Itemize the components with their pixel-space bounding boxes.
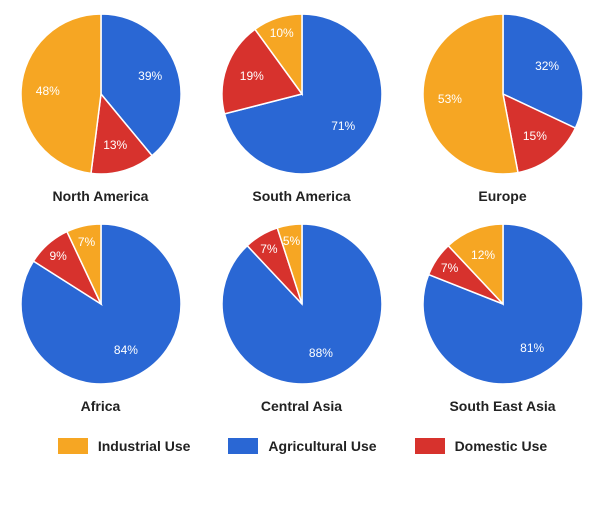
pie-title: Africa xyxy=(81,398,121,414)
legend-label: Agricultural Use xyxy=(268,438,376,454)
pie-cell: 81%7%12% South East Asia xyxy=(402,224,603,414)
pie-svg xyxy=(222,224,382,384)
pie-svg xyxy=(423,224,583,384)
pie-title: Central Asia xyxy=(261,398,342,414)
pie-grid: 39%13%48% North America 71%19%10% South Ame… xyxy=(0,0,605,434)
legend: Industrial Use Agricultural Use Domestic U… xyxy=(0,438,605,454)
pie-slice-industrial xyxy=(423,14,518,174)
pie-chart: 81%7%12% xyxy=(423,224,583,384)
legend-item-industrial: Industrial Use xyxy=(58,438,191,454)
pie-title: South East Asia xyxy=(449,398,555,414)
legend-item-agricultural: Agricultural Use xyxy=(228,438,376,454)
pie-cell: 84%9%7% Africa xyxy=(0,224,201,414)
pie-chart: 84%9%7% xyxy=(21,224,181,384)
pie-cell: 71%19%10% South America xyxy=(201,14,402,204)
pie-chart: 71%19%10% xyxy=(222,14,382,174)
legend-item-domestic: Domestic Use xyxy=(415,438,548,454)
legend-swatch-domestic xyxy=(415,438,445,454)
legend-swatch-agricultural xyxy=(228,438,258,454)
pie-chart: 88%7%5% xyxy=(222,224,382,384)
pie-cell: 88%7%5% Central Asia xyxy=(201,224,402,414)
pie-cell: 32%15%53% Europe xyxy=(402,14,603,204)
legend-swatch-industrial xyxy=(58,438,88,454)
pie-chart: 32%15%53% xyxy=(423,14,583,174)
pie-title: North America xyxy=(53,188,149,204)
pie-svg xyxy=(222,14,382,174)
pie-svg xyxy=(423,14,583,174)
pie-slice-industrial xyxy=(21,14,101,173)
pie-svg xyxy=(21,224,181,384)
pie-svg xyxy=(21,14,181,174)
pie-title: South America xyxy=(252,188,350,204)
pie-title: Europe xyxy=(478,188,526,204)
pie-chart: 39%13%48% xyxy=(21,14,181,174)
legend-label: Industrial Use xyxy=(98,438,191,454)
legend-label: Domestic Use xyxy=(455,438,548,454)
pie-cell: 39%13%48% North America xyxy=(0,14,201,204)
